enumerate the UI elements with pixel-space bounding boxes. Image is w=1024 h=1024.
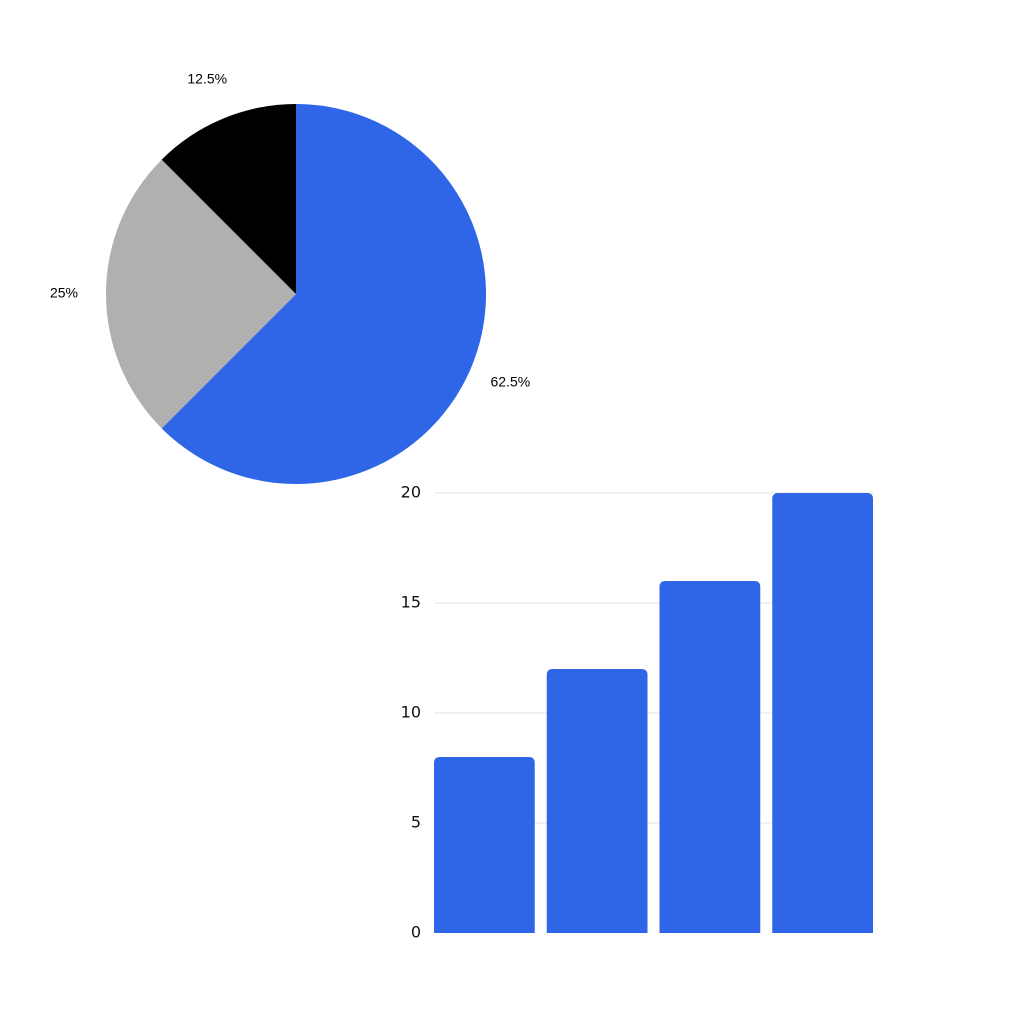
- pie-slice: [161, 104, 296, 294]
- y-tick-label: 0: [411, 923, 421, 942]
- bar: [772, 493, 873, 933]
- bar: [659, 581, 761, 933]
- y-tick-label: 15: [401, 593, 421, 612]
- y-tick-label: 10: [401, 703, 421, 722]
- pie-slice-label: 12.5%: [187, 70, 227, 86]
- pie-slice: [161, 104, 486, 485]
- bar: [546, 669, 648, 933]
- pie-slice: [106, 159, 296, 429]
- y-tick-label: 5: [411, 813, 421, 832]
- y-tick-label: 20: [401, 483, 421, 502]
- bar: [434, 757, 535, 933]
- pie-slice-label: 62.5%: [490, 373, 530, 389]
- pie-slice-label: 25%: [50, 285, 78, 301]
